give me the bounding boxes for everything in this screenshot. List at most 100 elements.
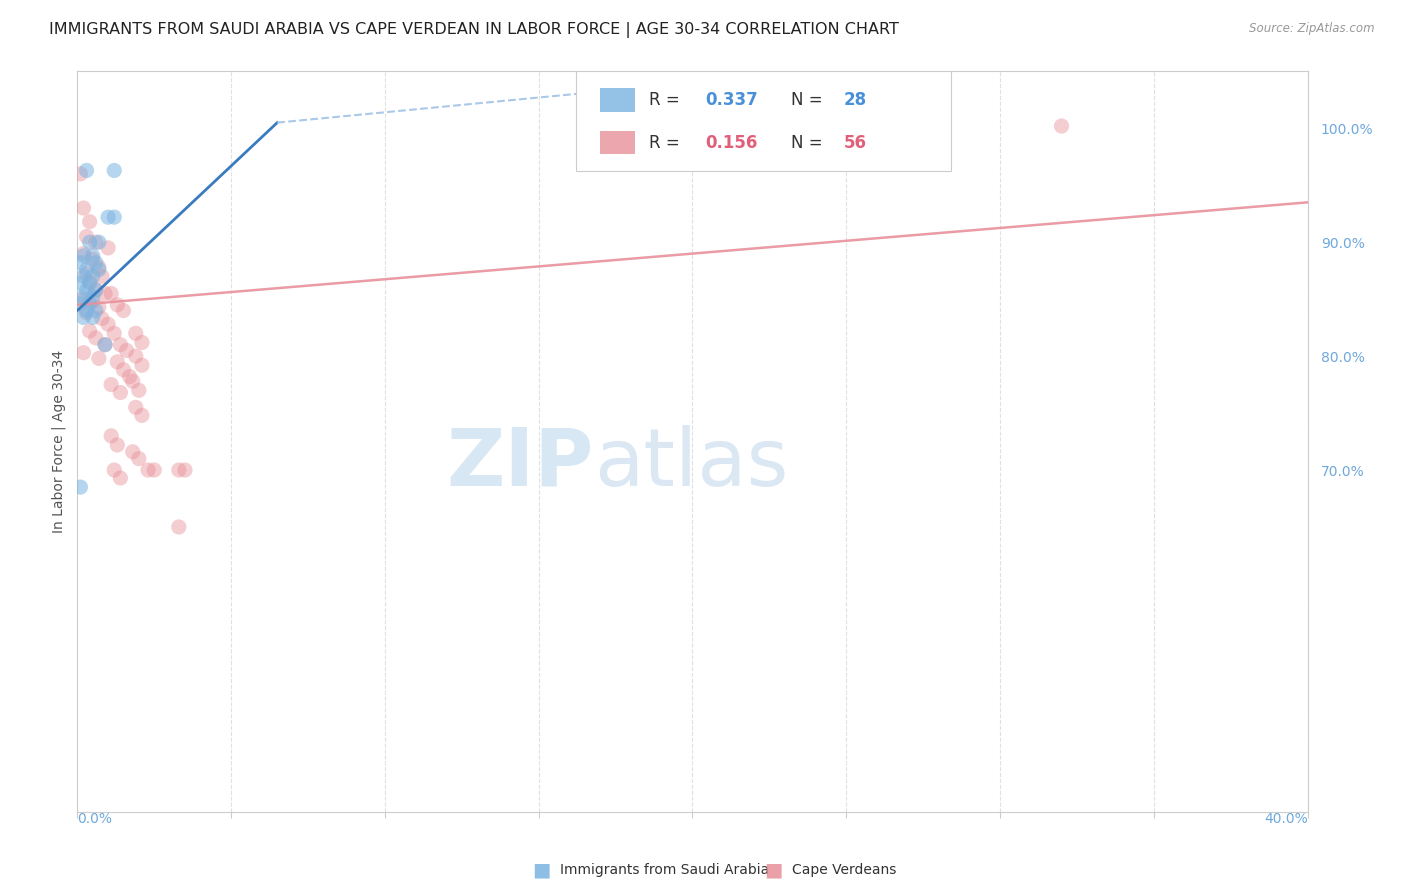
Point	[167, 463, 190, 477]
Point	[76, 283, 98, 297]
Point	[94, 337, 117, 351]
Point	[84, 283, 107, 297]
Text: ■: ■	[763, 860, 783, 880]
Point	[167, 520, 190, 534]
Point	[84, 331, 107, 345]
Point	[76, 262, 98, 277]
Point	[69, 296, 91, 310]
Point	[110, 471, 132, 485]
Point	[84, 235, 107, 250]
Point	[76, 163, 98, 178]
Point	[100, 377, 122, 392]
Point	[72, 292, 94, 306]
Point	[84, 256, 107, 270]
FancyBboxPatch shape	[575, 71, 950, 171]
Point	[131, 358, 153, 372]
Point	[82, 269, 104, 284]
Point	[82, 252, 104, 267]
Text: R =: R =	[650, 134, 685, 152]
Text: 40.0%: 40.0%	[1264, 812, 1308, 826]
Point	[112, 303, 135, 318]
Point	[121, 374, 143, 388]
Point	[76, 303, 98, 318]
Point	[97, 241, 120, 255]
Point	[121, 444, 143, 458]
Point	[82, 310, 104, 325]
Text: atlas: atlas	[595, 425, 789, 503]
Point	[87, 351, 110, 366]
Point	[82, 290, 104, 304]
Point	[103, 210, 125, 224]
Point	[72, 290, 94, 304]
Point	[118, 369, 141, 384]
Point	[105, 298, 128, 312]
Text: R =: R =	[650, 91, 685, 109]
Point	[76, 267, 98, 281]
Point	[174, 463, 197, 477]
Point	[79, 215, 101, 229]
Point	[69, 256, 91, 270]
Text: ZIP: ZIP	[447, 425, 595, 503]
Point	[72, 269, 94, 284]
Point	[69, 277, 91, 291]
Point	[87, 235, 110, 250]
Point	[131, 335, 153, 350]
Point	[97, 210, 120, 224]
Point	[79, 324, 101, 338]
Point	[82, 294, 104, 309]
Point	[94, 286, 117, 301]
Text: 56: 56	[844, 134, 866, 152]
FancyBboxPatch shape	[600, 88, 634, 112]
Point	[128, 451, 150, 466]
Point	[128, 384, 150, 398]
Point	[136, 463, 159, 477]
Point	[90, 269, 114, 284]
Text: 0.337: 0.337	[704, 91, 758, 109]
Point	[125, 326, 148, 341]
Text: ■: ■	[531, 860, 551, 880]
Point	[69, 167, 91, 181]
Point	[69, 480, 91, 494]
Point	[131, 409, 153, 423]
Point	[76, 229, 98, 244]
Text: 0.0%: 0.0%	[77, 812, 112, 826]
Point	[84, 303, 107, 318]
Text: Cape Verdeans: Cape Verdeans	[792, 863, 896, 877]
Text: Source: ZipAtlas.com: Source: ZipAtlas.com	[1250, 22, 1375, 36]
Point	[100, 429, 122, 443]
Point	[110, 337, 132, 351]
Point	[87, 260, 110, 275]
Point	[72, 201, 94, 215]
Point	[79, 235, 101, 250]
Point	[90, 311, 114, 326]
Point	[76, 306, 98, 320]
Point	[103, 463, 125, 477]
Point	[82, 249, 104, 263]
Text: N =: N =	[792, 134, 828, 152]
FancyBboxPatch shape	[600, 131, 634, 154]
Y-axis label: In Labor Force | Age 30-34: In Labor Force | Age 30-34	[52, 350, 66, 533]
Point	[100, 286, 122, 301]
Point	[72, 310, 94, 325]
Point	[125, 401, 148, 415]
Point	[87, 262, 110, 277]
Point	[105, 438, 128, 452]
Point	[125, 349, 148, 363]
Point	[79, 296, 101, 310]
Point	[72, 249, 94, 263]
Point	[112, 363, 135, 377]
Point	[79, 277, 101, 291]
Point	[87, 300, 110, 314]
Point	[84, 283, 107, 297]
Point	[97, 317, 120, 331]
Point	[105, 355, 128, 369]
Point	[72, 345, 94, 359]
Point	[115, 343, 138, 358]
Point	[143, 463, 166, 477]
Text: IMMIGRANTS FROM SAUDI ARABIA VS CAPE VERDEAN IN LABOR FORCE | AGE 30-34 CORRELAT: IMMIGRANTS FROM SAUDI ARABIA VS CAPE VER…	[49, 22, 898, 38]
Text: N =: N =	[792, 91, 828, 109]
Text: Immigrants from Saudi Arabia: Immigrants from Saudi Arabia	[560, 863, 769, 877]
Point	[1050, 119, 1073, 133]
Text: 28: 28	[844, 91, 868, 109]
Point	[103, 163, 125, 178]
